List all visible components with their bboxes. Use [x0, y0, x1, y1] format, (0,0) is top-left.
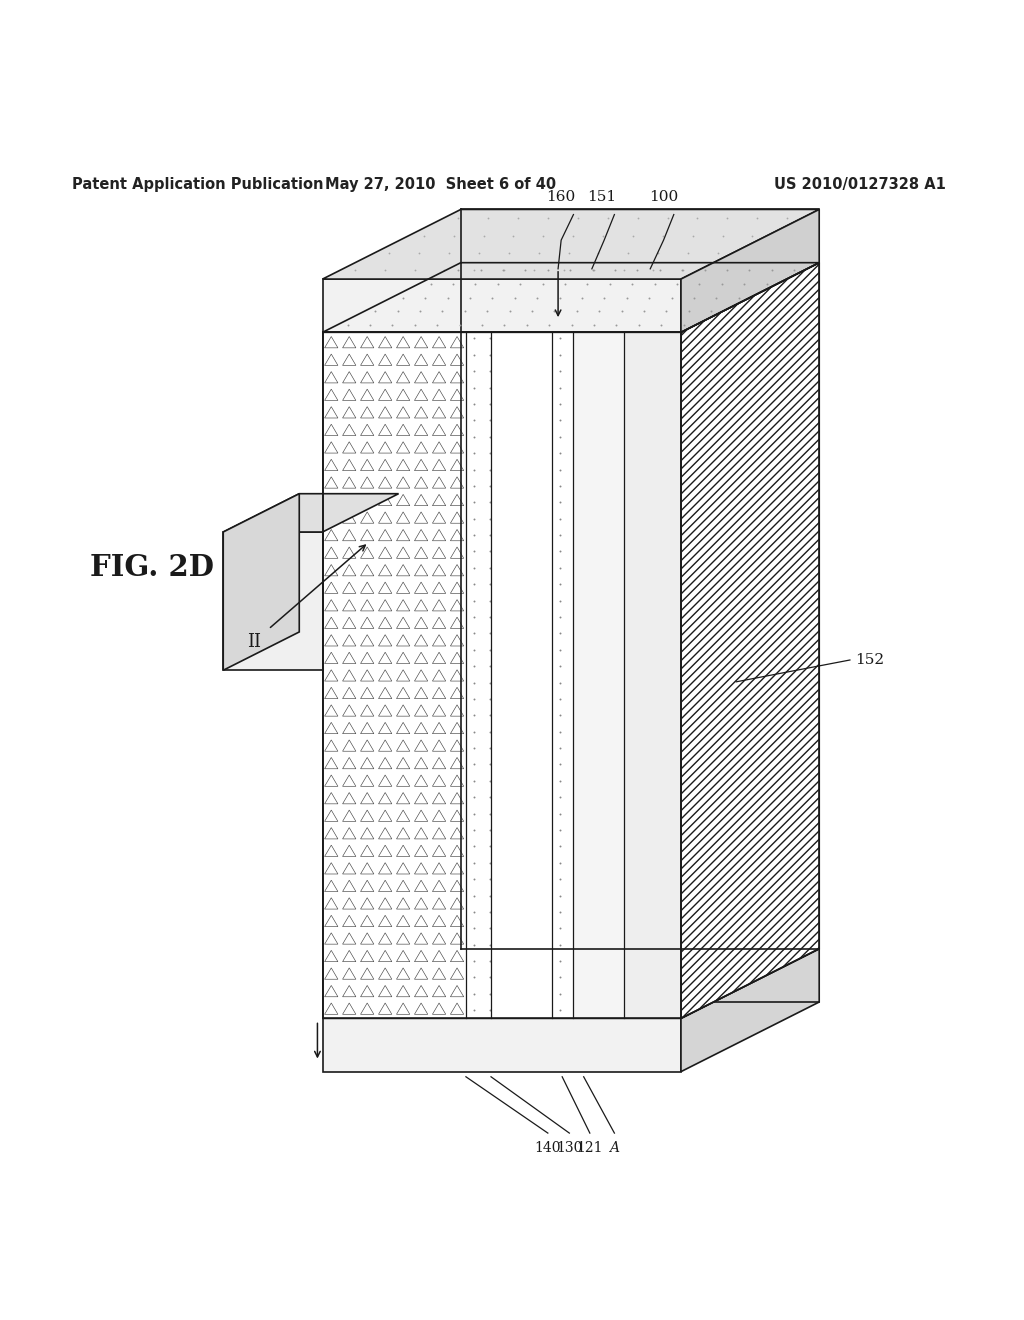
Polygon shape [323, 1019, 681, 1072]
Text: 100: 100 [649, 190, 678, 205]
Polygon shape [323, 949, 819, 1019]
Text: 160: 160 [547, 190, 575, 205]
Text: 121: 121 [577, 1142, 603, 1155]
Text: II: II [247, 632, 261, 651]
Polygon shape [681, 949, 819, 1072]
Polygon shape [681, 263, 819, 1019]
Polygon shape [492, 333, 552, 1019]
Polygon shape [573, 333, 624, 1019]
Polygon shape [223, 532, 323, 671]
Text: A: A [609, 1142, 620, 1155]
Polygon shape [681, 210, 819, 333]
Text: May 27, 2010  Sheet 6 of 40: May 27, 2010 Sheet 6 of 40 [325, 177, 556, 193]
Polygon shape [323, 333, 466, 1019]
Polygon shape [323, 279, 681, 333]
Polygon shape [466, 333, 492, 1019]
Text: US 2010/0127328 A1: US 2010/0127328 A1 [774, 177, 946, 193]
Polygon shape [552, 333, 573, 1019]
Polygon shape [323, 210, 819, 279]
Text: 152: 152 [855, 653, 884, 667]
Polygon shape [223, 494, 299, 671]
Polygon shape [223, 494, 398, 532]
Text: Patent Application Publication: Patent Application Publication [72, 177, 324, 193]
Text: 130: 130 [556, 1142, 583, 1155]
Polygon shape [323, 333, 681, 1019]
Text: 151: 151 [588, 190, 616, 205]
Polygon shape [624, 333, 681, 1019]
Text: FIG. 2D: FIG. 2D [89, 553, 214, 582]
Text: 140: 140 [535, 1142, 561, 1155]
